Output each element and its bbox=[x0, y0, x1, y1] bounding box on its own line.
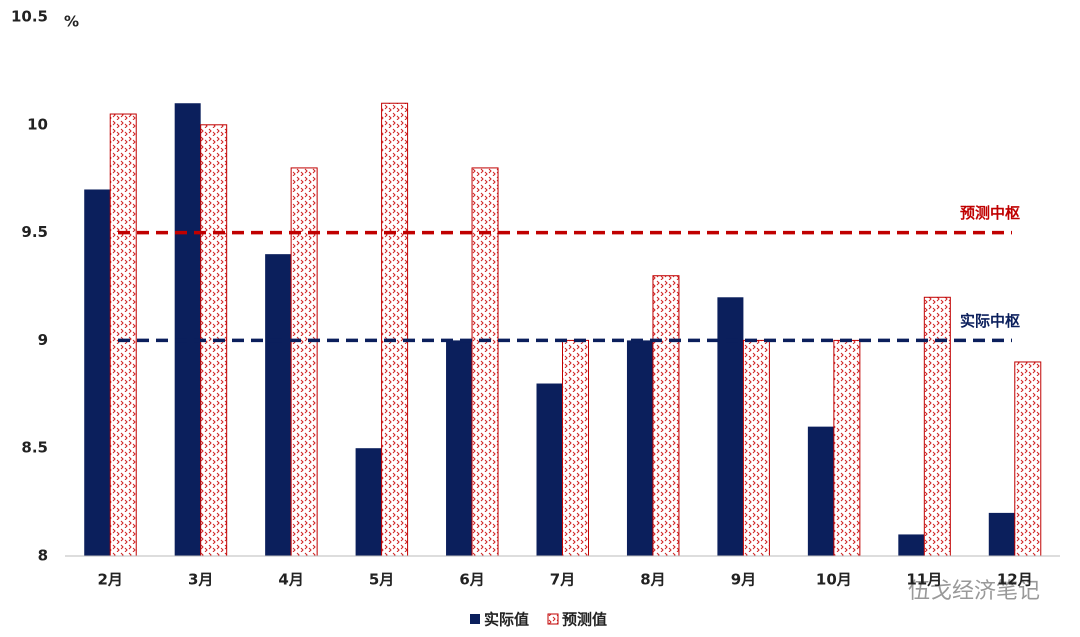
bar bbox=[536, 383, 563, 556]
bar bbox=[626, 340, 653, 556]
bar bbox=[290, 167, 318, 557]
x-tick-label: 6月 bbox=[459, 571, 484, 589]
bar bbox=[652, 275, 680, 557]
bar bbox=[381, 102, 409, 557]
x-tick-label: 10月 bbox=[816, 571, 852, 589]
legend-label: 预测值 bbox=[562, 611, 607, 629]
bar bbox=[446, 340, 473, 556]
x-tick-label: 7月 bbox=[550, 571, 575, 589]
bar bbox=[84, 189, 111, 557]
bar bbox=[562, 339, 589, 557]
y-tick-label: 8.5 bbox=[21, 439, 48, 457]
x-tick-label: 5月 bbox=[369, 571, 394, 589]
x-tick-label: 3月 bbox=[188, 571, 213, 589]
x-tick-label: 11月 bbox=[906, 571, 942, 589]
bar bbox=[109, 113, 137, 557]
x-tick-label: 4月 bbox=[278, 571, 303, 589]
x-tick-label: 8月 bbox=[640, 571, 665, 589]
bar bbox=[265, 254, 292, 556]
bar bbox=[174, 103, 201, 557]
y-tick-label: 9 bbox=[38, 331, 48, 349]
bar bbox=[717, 297, 744, 556]
legend-swatch bbox=[547, 613, 559, 625]
y-tick-label: 8 bbox=[38, 547, 48, 565]
bar bbox=[923, 296, 951, 557]
x-tick-label: 12月 bbox=[997, 571, 1033, 589]
watermark: 伍戈经济笔记 bbox=[908, 579, 1040, 604]
bar bbox=[898, 534, 925, 556]
bar bbox=[988, 512, 1015, 556]
y-tick-label: 9.5 bbox=[21, 223, 48, 241]
reference-label: 预测中枢 bbox=[960, 204, 1020, 222]
bar bbox=[355, 448, 382, 556]
bar bbox=[742, 339, 770, 557]
legend-label: 实际值 bbox=[484, 611, 529, 629]
x-tick-label: 2月 bbox=[98, 571, 123, 589]
y-tick-label: 10.5 bbox=[11, 8, 48, 26]
legend-swatch bbox=[470, 614, 480, 624]
bar bbox=[1014, 361, 1042, 557]
bar bbox=[833, 339, 861, 557]
bar bbox=[471, 167, 499, 557]
y-tick-label: 10 bbox=[27, 115, 48, 133]
y-unit: % bbox=[64, 13, 79, 31]
reference-label: 实际中枢 bbox=[960, 312, 1020, 330]
bar bbox=[807, 426, 834, 556]
x-tick-label: 9月 bbox=[731, 571, 756, 589]
